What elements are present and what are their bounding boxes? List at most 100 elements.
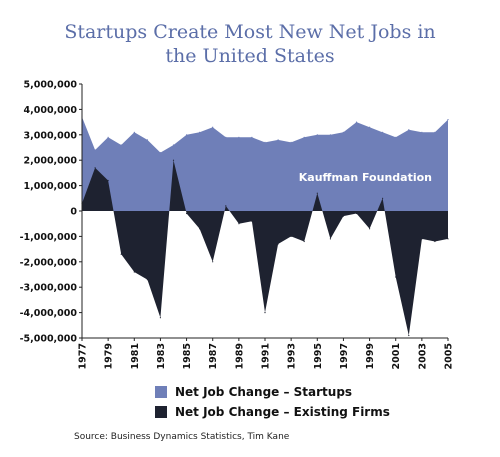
legend-label-startups: Net Job Change – Startups bbox=[175, 385, 353, 399]
data-point bbox=[303, 136, 305, 138]
data-point bbox=[369, 126, 371, 128]
y-tick-label: -4,000,000 bbox=[20, 308, 78, 319]
data-point bbox=[434, 131, 436, 133]
data-point bbox=[329, 238, 331, 240]
data-point bbox=[186, 212, 188, 215]
data-point bbox=[251, 220, 253, 222]
data-point bbox=[159, 317, 161, 319]
data-point bbox=[238, 136, 240, 138]
legend: Net Job Change – Startups Net Job Change… bbox=[155, 382, 390, 422]
x-tick-label: 1997 bbox=[339, 343, 350, 369]
y-tick-label: 1,000,000 bbox=[24, 181, 78, 192]
legend-swatch-existing bbox=[155, 406, 167, 418]
data-point bbox=[447, 238, 449, 240]
data-point bbox=[133, 131, 135, 133]
x-axis-ticks: 1977 1979 1981 1983 1985 1987 1989 1991 1993 1995… bbox=[78, 338, 455, 369]
data-point bbox=[120, 253, 122, 255]
chart-title: Startups Create Most New Net Jobs in the… bbox=[0, 20, 500, 68]
x-tick-label: 1987 bbox=[208, 343, 219, 369]
data-point bbox=[225, 205, 227, 207]
data-point bbox=[146, 279, 148, 281]
data-point bbox=[342, 131, 344, 133]
y-tick-label: -5,000,000 bbox=[20, 334, 78, 345]
data-point bbox=[94, 167, 96, 169]
chart-title-line1: Startups Create Most New Net Jobs in bbox=[64, 21, 436, 43]
data-point bbox=[133, 271, 135, 273]
data-point bbox=[94, 149, 96, 151]
y-tick-label: -3,000,000 bbox=[20, 283, 78, 294]
data-point bbox=[251, 136, 253, 138]
data-point bbox=[238, 223, 240, 225]
data-point bbox=[120, 144, 122, 146]
series-layer bbox=[81, 116, 449, 337]
x-tick-label: 1981 bbox=[130, 343, 141, 369]
series-area-1 bbox=[82, 160, 448, 336]
data-point bbox=[355, 212, 358, 215]
data-point bbox=[382, 131, 384, 133]
series-points-0 bbox=[81, 116, 449, 154]
chart-title-line2: the United States bbox=[165, 45, 335, 67]
x-tick-label: 2005 bbox=[444, 343, 455, 369]
x-tick-label: 2003 bbox=[417, 343, 428, 369]
data-point bbox=[264, 312, 266, 314]
legend-label-existing: Net Job Change – Existing Firms bbox=[175, 405, 390, 419]
x-tick-label: 1977 bbox=[78, 343, 89, 369]
data-point bbox=[290, 141, 292, 143]
data-point bbox=[172, 144, 175, 146]
data-point bbox=[342, 215, 344, 217]
data-point bbox=[395, 276, 397, 278]
data-point bbox=[434, 240, 436, 243]
data-point bbox=[199, 131, 201, 133]
data-point bbox=[316, 192, 318, 194]
data-point bbox=[369, 228, 371, 230]
data-point bbox=[264, 141, 266, 143]
source-note: Source: Business Dynamics Statistics, Ti… bbox=[74, 432, 290, 442]
data-point bbox=[212, 261, 214, 263]
legend-item-existing: Net Job Change – Existing Firms bbox=[155, 402, 390, 422]
data-point bbox=[447, 119, 449, 121]
data-point bbox=[225, 136, 227, 138]
data-point bbox=[212, 126, 214, 128]
data-point bbox=[408, 129, 410, 131]
y-tick-label: 2,000,000 bbox=[24, 156, 78, 167]
data-point bbox=[290, 235, 292, 237]
x-tick-label: 1991 bbox=[261, 343, 272, 369]
data-point bbox=[146, 139, 148, 141]
data-point bbox=[303, 240, 305, 243]
x-tick-label: 1999 bbox=[365, 343, 376, 369]
y-tick-label: -2,000,000 bbox=[20, 257, 78, 268]
data-point bbox=[329, 134, 331, 136]
data-point bbox=[408, 334, 410, 337]
y-tick-label: 4,000,000 bbox=[24, 105, 78, 116]
data-point bbox=[199, 228, 201, 230]
data-point bbox=[277, 243, 279, 245]
x-tick-label: 1993 bbox=[287, 343, 298, 369]
y-tick-label: 3,000,000 bbox=[24, 130, 78, 141]
y-tick-label: 0 bbox=[70, 207, 77, 218]
data-point bbox=[186, 134, 188, 136]
series-points-1 bbox=[81, 159, 449, 337]
data-point bbox=[107, 136, 109, 138]
x-tick-label: 1985 bbox=[182, 343, 193, 369]
y-axis-ticks: 5,000,000 4,000,000 3,000,000 2,000,000 1,00… bbox=[20, 80, 82, 345]
x-tick-label: 1995 bbox=[313, 343, 324, 369]
data-point bbox=[172, 159, 175, 161]
y-tick-label: 5,000,000 bbox=[24, 80, 78, 91]
data-point bbox=[107, 179, 109, 182]
x-tick-label: 1989 bbox=[234, 343, 245, 369]
chart-annotation: Kauffman Foundation bbox=[299, 171, 432, 184]
y-tick-label: -1,000,000 bbox=[20, 232, 78, 243]
data-point bbox=[421, 131, 423, 133]
data-point bbox=[159, 152, 161, 154]
data-point bbox=[277, 139, 279, 141]
data-point bbox=[395, 136, 397, 138]
x-tick-label: 2001 bbox=[391, 343, 402, 369]
data-point bbox=[382, 197, 384, 199]
data-point bbox=[316, 134, 318, 136]
legend-swatch-startups bbox=[155, 386, 167, 398]
legend-item-startups: Net Job Change – Startups bbox=[155, 382, 390, 402]
x-tick-label: 1983 bbox=[156, 343, 167, 369]
data-point bbox=[421, 238, 423, 240]
data-point bbox=[355, 121, 358, 123]
